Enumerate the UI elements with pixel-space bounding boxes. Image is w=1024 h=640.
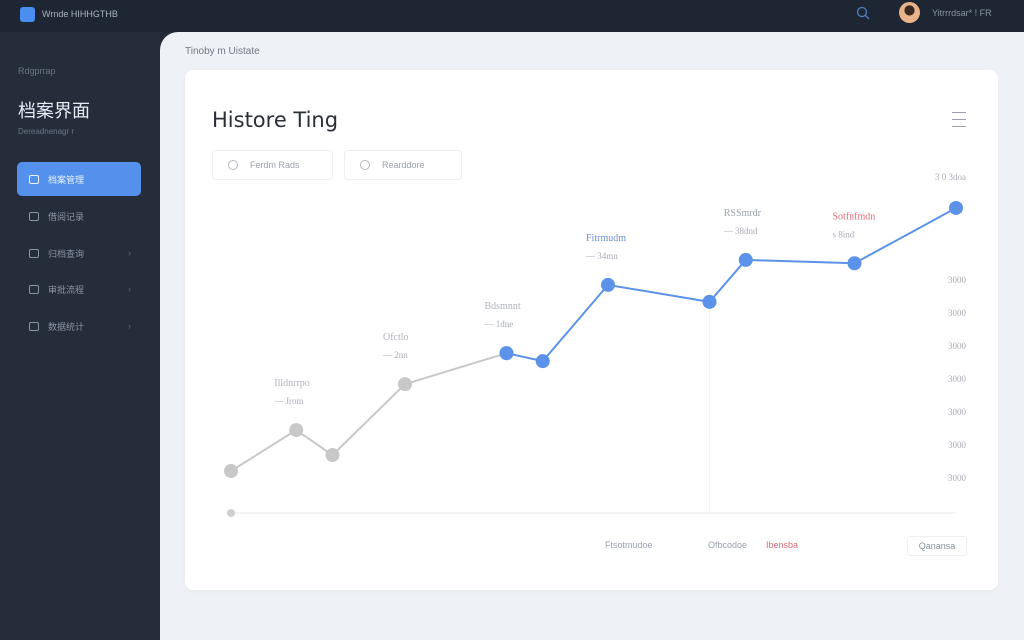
data-point — [535, 354, 550, 369]
annotation-value: — 34mn — [585, 251, 618, 261]
y-tick-label: 3000 — [948, 374, 967, 384]
data-point — [847, 256, 862, 271]
annotation-title: Fitrmudm — [586, 233, 626, 244]
footer-button[interactable]: Qanansa — [907, 536, 967, 556]
sidebar-item-3[interactable]: 审批流程 › — [17, 272, 141, 306]
y-tick-label: 3000 — [948, 308, 967, 318]
data-point — [738, 252, 753, 267]
top-bar: Wrnde HIHHGTHB Yitrrrdsar* ! FR — [0, 0, 1024, 32]
series-line-0 — [230, 352, 507, 472]
data-point — [325, 448, 340, 463]
axis-start-marker — [227, 509, 235, 517]
y-tick-label: 3000 — [948, 407, 967, 417]
sidebar-item-0[interactable]: 档案管理 — [17, 162, 141, 196]
footer-item-2[interactable]: Ibensba — [766, 540, 799, 550]
main-area: Tinoby m Uistate Histore Ting Ferdm Rads… — [160, 32, 1024, 640]
chart-card: Histore Ting Ferdm Rads Rearddore 3 0 3d… — [185, 70, 998, 590]
annotation-value: — 2nn — [382, 350, 408, 360]
filter-label: Ferdm Rads — [250, 160, 300, 170]
page-title: Histore Ting — [212, 108, 339, 132]
filter-option-0[interactable]: Ferdm Rads — [212, 150, 333, 180]
data-point — [398, 377, 412, 392]
annotation-title: Illdnrrpo — [274, 378, 310, 389]
chevron-right-icon: › — [128, 284, 131, 294]
sidebar-item-label: 归档查询 — [48, 248, 85, 259]
annotation-title: Ofctlo — [383, 332, 409, 343]
sidebar-item-4[interactable]: 数据统计 › — [17, 309, 141, 343]
record-icon — [29, 211, 39, 221]
data-point — [224, 464, 238, 479]
annotation-title: Sotfnfmdn — [833, 211, 876, 222]
app-logo-icon — [20, 7, 35, 22]
sidebar-caption: Rdgprrap — [18, 66, 56, 76]
archive-icon — [29, 248, 39, 258]
sidebar-item-label: 审批流程 — [48, 284, 85, 295]
data-point — [949, 200, 963, 215]
y-tick-label: 3000 — [948, 473, 967, 483]
y-tick-label: 3 0 3doa — [935, 172, 966, 182]
filter-label: Rearddore — [382, 160, 425, 170]
data-point — [702, 294, 717, 309]
sidebar-item-1[interactable]: 借阅记录 — [17, 199, 141, 233]
radio-icon — [228, 160, 238, 170]
sidebar-subtitle: Dereadnenagr r — [18, 127, 75, 136]
y-tick-label: 3000 — [948, 341, 967, 351]
data-point — [499, 346, 514, 361]
annotation-value: — Jrom — [273, 396, 303, 406]
annotation-title: RSSmrdr — [724, 208, 762, 219]
annotation-value: — 1dne — [484, 319, 514, 329]
line-chart: 3 0 3doa 3000 3000 3000 3000 3000 3000 3000 Illd… — [224, 172, 967, 517]
sidebar-item-label: 借阅记录 — [48, 211, 85, 222]
chevron-right-icon: › — [128, 321, 131, 331]
data-point — [601, 277, 615, 292]
footer-item-1[interactable]: Ofbcodoe — [708, 540, 748, 550]
avatar[interactable] — [899, 2, 920, 23]
menu-icon[interactable] — [952, 112, 966, 133]
footer-item-0[interactable]: Ftsotmudoe — [605, 540, 653, 550]
annotation-title: Bdsmnnt — [485, 301, 521, 312]
y-tick-label: 3000 — [948, 440, 967, 450]
sidebar: Rdgprrap 档案界面 Dereadnenagr r 档案管理 借阅记录 归… — [0, 32, 160, 640]
sidebar-title: 档案界面 — [18, 101, 90, 122]
radio-icon — [360, 160, 370, 170]
annotation-value: — 38dnd — [723, 226, 758, 236]
annotation-value: s 8ind — [833, 229, 855, 239]
filter-option-1[interactable]: Rearddore — [344, 150, 462, 180]
search-icon[interactable] — [856, 6, 870, 20]
sidebar-item-label: 数据统计 — [48, 321, 85, 332]
data-point — [289, 423, 304, 438]
calendar-icon — [29, 321, 39, 331]
breadcrumb: Tinoby m Uistate — [185, 46, 260, 57]
sidebar-item-2[interactable]: 归档查询 › — [17, 236, 141, 270]
app-name: Wrnde HIHHGTHB — [42, 9, 118, 19]
y-tick-label: 3000 — [948, 275, 967, 285]
home-icon — [29, 284, 39, 294]
chevron-right-icon: › — [128, 248, 131, 258]
sidebar-item-label: 档案管理 — [48, 174, 85, 185]
user-menu[interactable]: Yitrrrdsar* ! FR — [932, 8, 992, 18]
folder-icon — [29, 174, 39, 184]
